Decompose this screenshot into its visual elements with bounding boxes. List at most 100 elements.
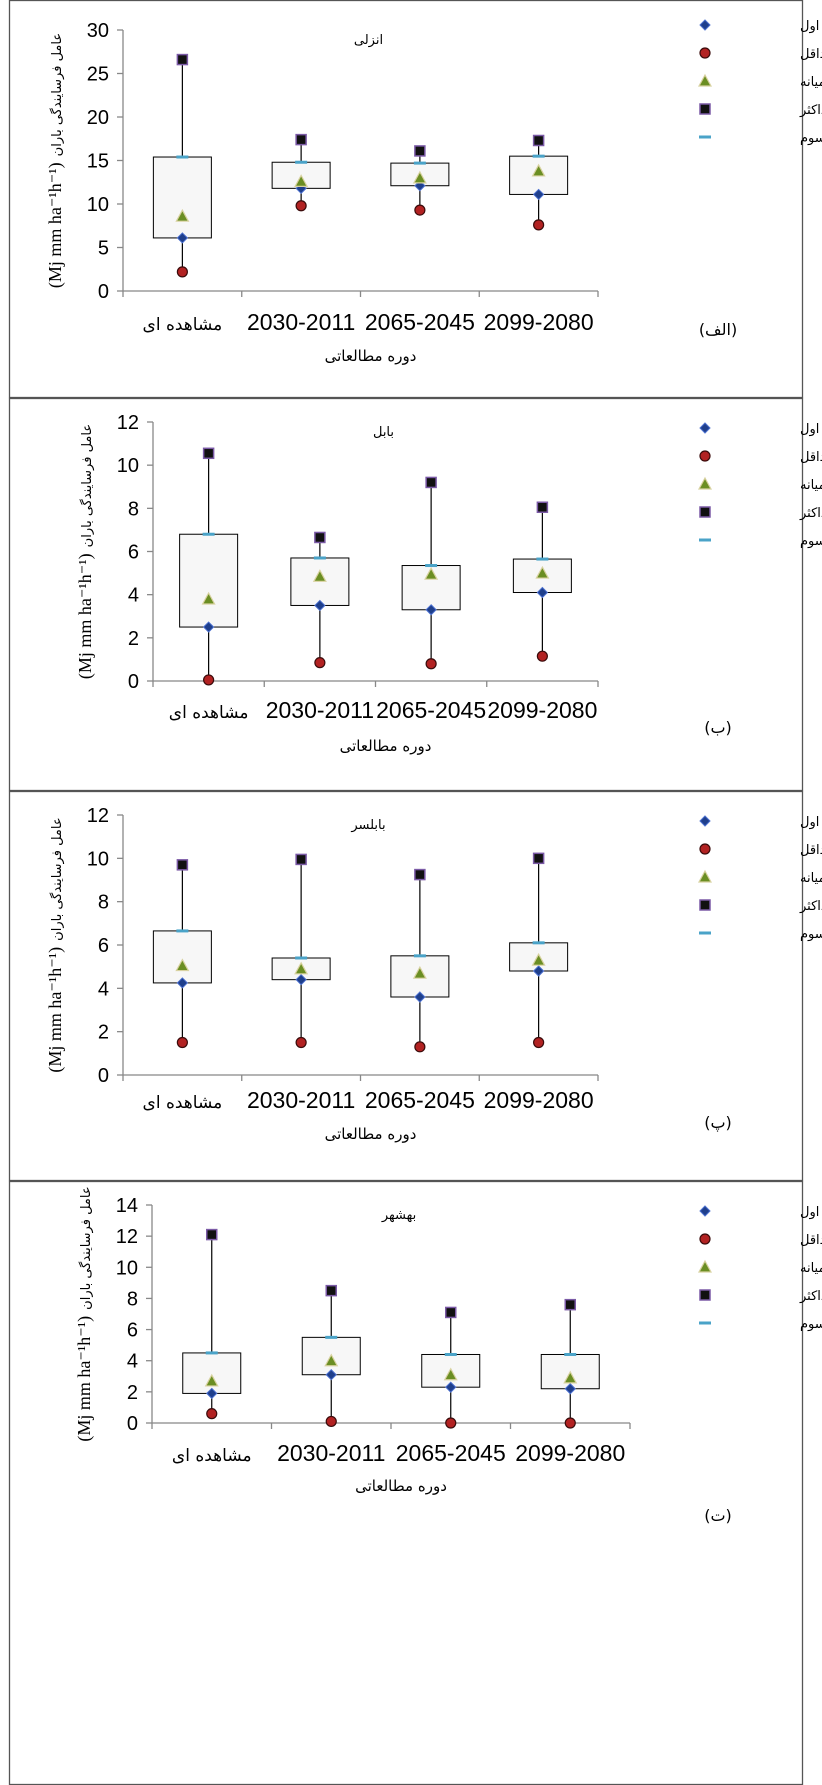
- panel-3-cat-0-q3-marker: [176, 929, 189, 933]
- x-tick-label-3-0: مشاهده ای: [143, 1093, 223, 1113]
- legend-label-4-2: میانه: [800, 1261, 822, 1276]
- legend-label-1-4: چارک سوم: [800, 131, 822, 146]
- chart-title-4: بهشهر: [381, 1208, 416, 1223]
- y-axis-label-name-3: عامل فرسایندگی باران: [49, 817, 65, 940]
- legend-3-0-q1-marker: [699, 815, 711, 827]
- y-axis-label-1: (Mj mm ha⁻¹h⁻¹) عامل فرسایندگی باران: [45, 33, 66, 288]
- panel-3-cat-1-q3-marker: [295, 956, 308, 960]
- panel-2-cat-0-q1-marker: [202, 621, 215, 633]
- panel-letter-1: (الف): [699, 320, 737, 339]
- panel-2-cat-3-min-marker: [536, 650, 548, 662]
- panel-2-cat-2-median-marker: [424, 566, 439, 580]
- legend-label-3-3: حداکثر: [799, 899, 822, 914]
- y-tick-label-2-2: 4: [128, 585, 139, 607]
- legend-label-2-1: حداقل: [800, 450, 822, 465]
- panel-2-cat-0-box: [179, 533, 239, 628]
- panel-1-cat-0-max-marker: [176, 53, 189, 66]
- panel-2-cat-2-q3-marker: [425, 564, 438, 568]
- panel-3-cat-0-q1-marker: [176, 977, 189, 989]
- panel-3-cat-3-median-marker: [531, 952, 546, 966]
- x-tick-label-1-1: 2030-2011: [247, 309, 355, 335]
- y-tick-label-4-3: 6: [127, 1320, 138, 1342]
- panel-4-cat-0-min-marker: [206, 1408, 218, 1420]
- panel-4-cat-2-median-marker: [443, 1367, 458, 1381]
- y-axis-label-unit-4: (Mj mm ha⁻¹h⁻¹): [74, 1316, 95, 1442]
- y-axis-label-3: (Mj mm ha⁻¹h⁻¹) عامل فرسایندگی باران: [45, 817, 66, 1072]
- y-tick-label-1-0: 0: [98, 281, 109, 303]
- y-tick-label-1-5: 25: [87, 64, 109, 86]
- legend-4-2-median-marker: [697, 1259, 713, 1273]
- panel-3-cat-3-min-marker: [533, 1036, 545, 1049]
- legend-1-1-min-marker: [699, 47, 711, 59]
- x-axis-label-4: دوره مطالعاتی: [355, 1477, 447, 1495]
- panel-2-cat-0-median-marker: [201, 591, 216, 605]
- panel-4-cat-1-median-marker: [324, 1353, 339, 1367]
- panel-3-cat-0-box: [152, 930, 212, 984]
- panel-letter-4: (ت): [704, 1506, 732, 1525]
- legend-label-2-2: میانه: [800, 478, 822, 493]
- y-axis-label-name-2: عامل فرسایندگی باران: [79, 424, 95, 547]
- panel-letter-3: (پ): [704, 1113, 732, 1133]
- legend-2-4-q3-marker: [699, 538, 711, 542]
- panel-2-cat-0-q3-marker: [202, 532, 215, 536]
- chart-panel-1: 0 5 10 15 20 25 30 مشاهده ای 2030-2011 2065-2045 2…: [8, 0, 822, 399]
- x-tick-label-3-3: 2099-2080: [484, 1087, 594, 1113]
- panel-3-cat-0-min-marker: [176, 1036, 188, 1049]
- panel-letter-2: (ب): [704, 718, 732, 737]
- legend-4-4-q3-marker: [699, 1321, 711, 1325]
- x-axis-label-2: دوره مطالعاتی: [340, 737, 432, 755]
- panel-4-cat-3-q1-marker: [564, 1383, 576, 1395]
- y-axis-label-text-1: (Mj mm ha⁻¹h⁻¹) عامل فرسایندگی باران: [45, 33, 66, 288]
- panel-3-cat-3-q1-marker: [532, 965, 545, 977]
- y-tick-label-3-2: 4: [98, 978, 109, 1000]
- chart-panel-2: 0 2 4 6 8 10 12 مشاهده ای 2030-2011 2065-2045 2099…: [8, 397, 822, 792]
- legend-label-2-4: چارک سوم: [800, 534, 822, 549]
- panel-4-cat-2-q3-marker: [444, 1352, 457, 1356]
- y-tick-label-3-6: 12: [87, 805, 109, 827]
- legend-label-1-1: حداقل: [800, 47, 822, 62]
- legend-label-2-3: حداکثر: [799, 506, 822, 521]
- x-tick-label-4-1: 2030-2011: [277, 1440, 385, 1466]
- legend-4-3-max-marker: [699, 1289, 711, 1301]
- panel-1-cat-2-min-marker: [414, 204, 426, 216]
- panel-2-cat-1-median-marker: [312, 569, 327, 582]
- panel-1-cat-2-q3-marker: [413, 161, 426, 165]
- panel-3-cat-3-q3-marker: [532, 941, 545, 945]
- panel-1-cat-2-median-marker: [412, 170, 427, 184]
- legend-3-2-median-marker: [697, 869, 713, 883]
- legend-label-4-1: حداقل: [800, 1233, 822, 1248]
- legend-label-1-0: چارک اول: [800, 19, 822, 34]
- panel-3-cat-2-min-marker: [414, 1041, 426, 1053]
- chart-title-3: بابلسر: [350, 818, 385, 833]
- panel-3-cat-2-q1-marker: [414, 991, 426, 1003]
- y-tick-label-4-5: 10: [116, 1257, 138, 1279]
- y-axis-label-text-4: (Mj mm ha⁻¹h⁻¹) عامل فرسایندگی باران: [74, 1186, 95, 1441]
- legend-label-1-2: میانه: [800, 75, 822, 90]
- panel-4-cat-0-q3-marker: [205, 1351, 218, 1355]
- panel-3-cat-2-median-marker: [412, 965, 427, 979]
- y-tick-label-4-4: 8: [127, 1288, 138, 1310]
- panel-2-cat-1-max-marker: [314, 531, 326, 544]
- panel-1-cat-3-q3-marker: [532, 154, 545, 158]
- chart-panel-3: 0 2 4 6 8 10 12 مشاهده ای 2030-2011 2065-2045 2099…: [8, 790, 822, 1182]
- y-axis-label-unit-2: (Mj mm ha⁻¹h⁻¹): [75, 553, 96, 679]
- panel-4-cat-0-median-marker: [204, 1373, 219, 1387]
- y-tick-label-1-2: 10: [87, 194, 109, 216]
- panel-2-cat-3-median-marker: [535, 565, 550, 579]
- y-tick-label-2-4: 8: [128, 498, 139, 520]
- x-tick-label-1-3: 2099-2080: [484, 309, 594, 335]
- legend-3-3-max-marker: [699, 899, 711, 911]
- y-tick-label-4-0: 0: [127, 1413, 138, 1435]
- panel-1-cat-0-box: [152, 156, 212, 239]
- panel-border-1: [8, 0, 804, 399]
- panel-1-cat-0-min-marker: [176, 266, 188, 278]
- chart-title-2: بابل: [373, 425, 394, 440]
- x-tick-label-4-3: 2099-2080: [515, 1440, 625, 1466]
- x-tick-label-4-0: مشاهده ای: [172, 1446, 252, 1466]
- panel-2-cat-0-max-marker: [202, 447, 215, 460]
- panel-1-cat-0-q3-marker: [176, 155, 189, 159]
- panel-1-cat-1-min-marker: [295, 200, 307, 212]
- panel-4-cat-3-max-marker: [564, 1298, 576, 1311]
